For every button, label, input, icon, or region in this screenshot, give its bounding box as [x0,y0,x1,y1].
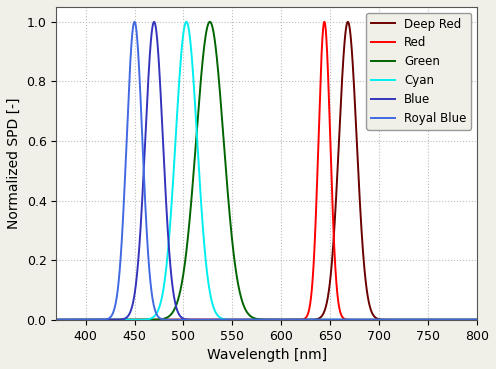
Red [474,318,480,322]
Royal Blue [388,318,394,322]
Royal Blue [131,20,137,24]
Royal Blue [53,318,59,322]
Cyan [302,318,308,322]
Green [53,318,59,322]
Green [474,318,480,322]
Blue [53,318,59,322]
Cyan [53,318,59,322]
Red [206,318,212,322]
Blue [302,318,308,322]
Deep Red [302,318,308,322]
Deep Red [388,318,394,322]
Royal Blue [321,318,327,322]
Blue [74,318,80,322]
Blue [321,318,327,322]
Royal Blue [434,318,440,322]
Red [302,316,308,321]
Deep Red [53,318,59,322]
Line: Deep Red: Deep Red [56,22,477,320]
Deep Red [474,318,480,322]
Blue [151,20,157,24]
Blue [388,318,394,322]
Line: Royal Blue: Royal Blue [56,22,477,320]
Green [206,21,212,25]
Green [74,318,80,322]
Blue [474,318,480,322]
Deep Red [206,318,212,322]
Cyan [184,20,189,24]
Royal Blue [474,318,480,322]
Deep Red [74,318,80,322]
Green [388,318,394,322]
Red [365,318,371,322]
Royal Blue [302,318,308,322]
Legend: Deep Red, Red, Green, Cyan, Blue, Royal Blue: Deep Red, Red, Green, Cyan, Blue, Royal … [366,13,471,130]
Blue [206,318,212,322]
Red [74,318,80,322]
Cyan [321,318,327,322]
Line: Green: Green [56,22,477,320]
Cyan [365,318,371,322]
Line: Cyan: Cyan [56,22,477,320]
Cyan [388,318,394,322]
Deep Red [365,297,371,301]
Red [320,22,326,27]
Y-axis label: Normalized SPD [-]: Normalized SPD [-] [7,98,21,229]
Cyan [474,318,480,322]
Line: Red: Red [56,22,477,320]
Royal Blue [365,318,371,322]
Deep Red [345,20,351,24]
Red [321,20,327,24]
Green [302,318,308,322]
Green [365,318,371,322]
Red [388,318,394,322]
Royal Blue [206,318,212,322]
Green [207,20,213,24]
Cyan [206,282,212,287]
Line: Blue: Blue [56,22,477,320]
Cyan [74,318,80,322]
X-axis label: Wavelength [nm]: Wavelength [nm] [206,348,327,362]
Royal Blue [74,318,80,322]
Deep Red [320,311,326,315]
Red [53,318,59,322]
Green [321,318,327,322]
Blue [365,318,371,322]
